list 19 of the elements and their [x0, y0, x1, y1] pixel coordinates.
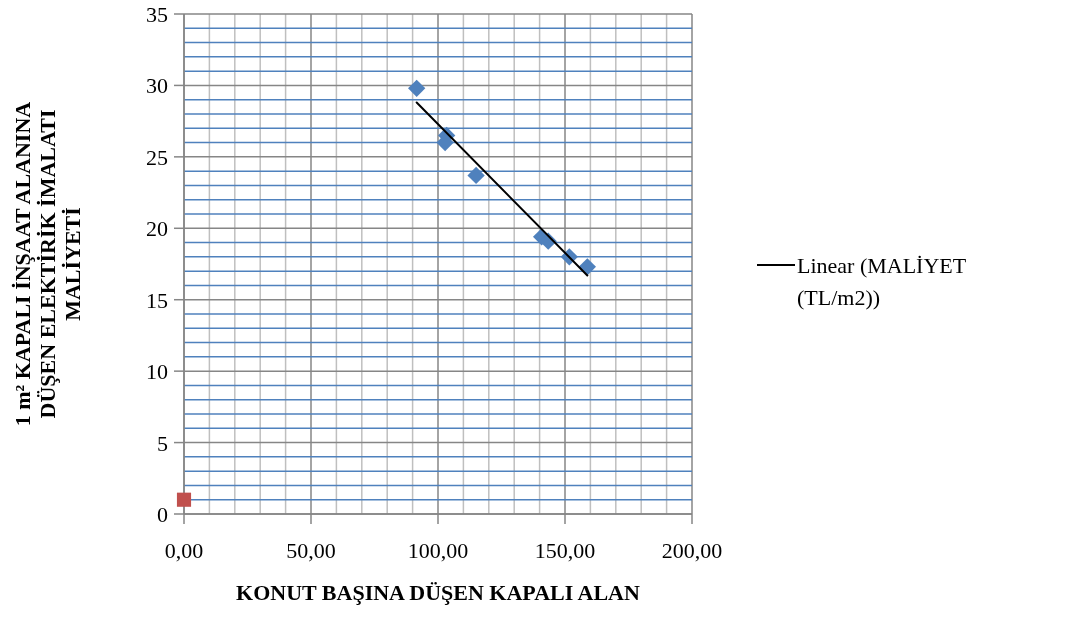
- y-tick-label: 35: [146, 2, 168, 27]
- y-axis-title: 1 m² KAPALI İNŞAAT ALANINA DÜŞEN ELEKTİRİK İMALATI MALİYETİ: [10, 101, 85, 427]
- y-tick-label: 25: [146, 144, 168, 170]
- x-tick-label: 50,00: [286, 538, 336, 563]
- y-tick-label: 10: [146, 359, 168, 385]
- y-tick-label: 30: [146, 73, 168, 99]
- legend-label: Linear (MALİYET (TL/m2)): [797, 253, 967, 310]
- y-tick-label: 0: [157, 502, 168, 527]
- y-tick-label: 15: [146, 287, 168, 313]
- x-tick-label: 200,00: [661, 538, 723, 563]
- x-tick-label: 0,00: [164, 538, 204, 563]
- y-tick-label: 5: [157, 430, 168, 456]
- x-tick-label: 150,00: [534, 538, 596, 563]
- y-tick-label: 20: [146, 216, 168, 242]
- point: [467, 166, 485, 185]
- point: [176, 492, 192, 507]
- x-axis-title: KONUT BAŞINA DÜŞEN KAPALI ALAN: [236, 580, 641, 605]
- x-tick-label: 100,00: [407, 538, 469, 563]
- point: [408, 79, 426, 97]
